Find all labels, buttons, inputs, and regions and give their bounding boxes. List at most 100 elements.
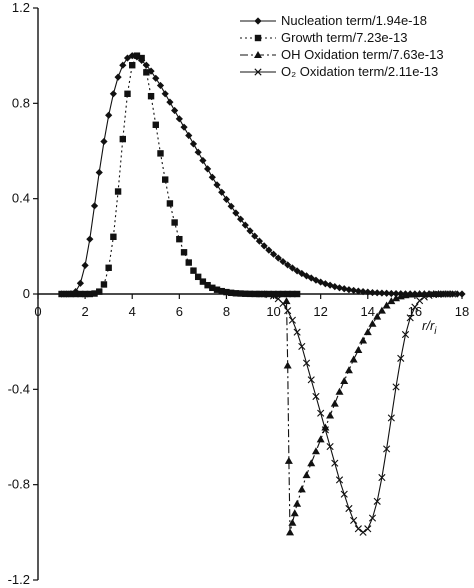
data-point [340,490,348,498]
data-point [297,485,306,493]
data-point [368,514,377,522]
series-triangle [282,290,443,536]
data-point [373,312,382,320]
data-point [345,286,353,294]
data-point [209,284,216,292]
data-point [76,279,84,287]
data-point [335,387,344,395]
data-point [100,281,108,288]
data-point [95,168,103,177]
series-line [61,55,462,295]
data-point [91,290,98,297]
data-point [340,285,348,293]
data-point [223,288,230,296]
data-point [298,269,306,278]
data-point [279,257,287,266]
data-point [133,52,141,59]
y-tick-label: 0 [23,286,30,301]
data-point [176,235,183,243]
data-point [350,286,358,295]
legend-item: Nucleation term/1.94e-18 [240,13,427,28]
data-point [359,288,367,296]
data-point [86,290,94,298]
data-point [156,81,165,90]
data-point [114,188,122,195]
x-tick-label: 6 [176,304,183,319]
data-point [284,307,292,315]
x-axis-label-subscript: i [434,326,437,337]
data-point [236,215,245,223]
data-point [354,346,363,354]
data-point [321,426,329,434]
data-point [293,267,301,275]
data-point [129,62,136,69]
data-point [265,246,273,254]
y-tick-label: 0.4 [12,191,30,206]
data-point [171,106,179,115]
legend-item: Growth term/7.23e-13 [240,30,407,45]
y-tick-label: -0.8 [8,477,30,492]
data-point [298,342,306,351]
data-point [406,314,414,322]
data-point [185,131,193,140]
data-point [157,150,164,157]
data-point [255,237,264,245]
data-point [227,289,235,297]
data-point [143,69,150,76]
x-tick-label: 14 [361,304,375,319]
data-point [330,399,339,407]
legend-marker [254,68,262,76]
data-point [208,173,216,181]
data-point [364,525,372,533]
data-point [354,287,362,295]
data-point [237,290,244,297]
data-point [368,319,377,327]
data-point [81,261,89,269]
data-point [354,525,362,533]
data-point [232,209,240,217]
series-line [285,293,439,533]
x-axis-label-main: r/r [422,318,435,333]
data-point [279,299,287,308]
data-point [331,459,339,467]
data-point [335,284,344,292]
data-point [350,516,358,525]
series-diamond [57,52,466,298]
legend-marker [254,34,262,42]
data-point [293,328,301,336]
data-point [317,278,325,286]
data-point [105,264,112,271]
data-point [312,276,320,284]
data-point [363,328,372,336]
data-point [286,528,295,536]
data-point [378,473,386,482]
legend-background [236,8,470,82]
data-point [312,392,320,401]
data-point [420,293,428,301]
data-point [284,290,291,298]
data-point [453,290,461,298]
data-point [161,90,169,98]
series-line [61,54,298,295]
data-point [227,202,235,210]
y-tick-label: -0.4 [8,381,30,396]
data-point [326,442,334,451]
x-tick-label: 18 [455,304,469,319]
data-point [275,290,282,298]
series-square [58,52,301,298]
data-point [90,202,99,210]
x-tick-label: 10 [266,304,280,319]
data-point [359,336,368,344]
data-point [340,376,349,384]
data-point [345,504,353,513]
data-point [175,115,183,123]
data-point [147,92,155,100]
data-point [269,250,278,258]
data-point [232,290,240,297]
data-point [142,61,150,69]
data-point [114,73,122,81]
data-point [152,74,160,82]
data-point [171,219,178,226]
